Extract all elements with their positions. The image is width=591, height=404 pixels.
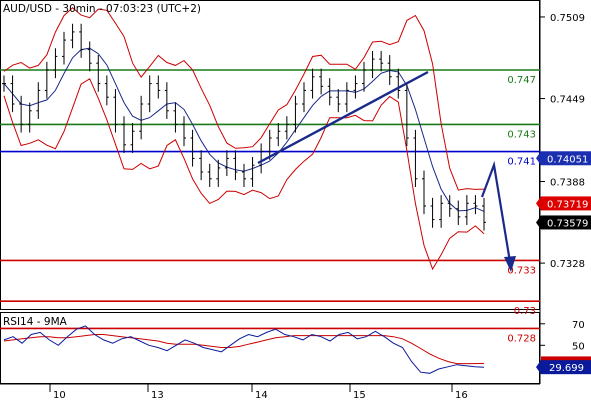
price-badge-label-0: 0.74051 <box>547 154 588 165</box>
bollinger-lower <box>3 78 485 271</box>
rsi-badge-label: 29.699 <box>549 363 584 374</box>
price-badge-2 <box>541 215 591 230</box>
time-tick-label-2: 14 <box>255 390 268 401</box>
price-badge-pointer-2 <box>536 215 541 230</box>
price-tick-label-0: 0.7509 <box>550 13 585 24</box>
time-tick-label-1: 13 <box>151 390 164 401</box>
rsi-ma-line <box>3 334 485 365</box>
level-label-0: 0.747 <box>507 75 536 86</box>
rsi-badge <box>541 360 591 375</box>
rsi-level-label-0: 70 <box>572 320 585 331</box>
price-badge-0 <box>541 151 591 166</box>
chart-title: AUD/USD - 30min - 07:03:23 (UTC+2) <box>3 3 201 15</box>
time-tick-label-4: 16 <box>455 390 468 401</box>
projection-path <box>480 160 513 269</box>
level-label-5: 0.728 <box>507 333 536 344</box>
price-badge-label-2: 0.73579 <box>547 218 588 229</box>
price-tick-label-2: 0.7388 <box>550 178 585 189</box>
level-label-4: 0.73 <box>514 306 536 317</box>
rsi-level-label-1: 50 <box>572 341 585 352</box>
level-label-2: 0.741 <box>507 157 536 168</box>
trend-line <box>257 70 429 165</box>
projection-arrow-head <box>504 256 516 272</box>
price-badge-1 <box>541 196 591 211</box>
price-badge-pointer-0 <box>536 151 541 166</box>
time-tick-label-3: 15 <box>353 390 366 401</box>
rsi-badge-pointer <box>536 360 541 375</box>
price-badge-label-1: 0.73719 <box>547 199 588 210</box>
rsi-title: RSI14 - 9MA <box>3 316 68 328</box>
rsi-line <box>3 325 485 374</box>
level-label-3: 0.733 <box>507 265 536 276</box>
bollinger-upper <box>3 7 485 191</box>
rsi-panel-frame <box>0 312 540 384</box>
time-tick-label-0: 10 <box>53 390 66 401</box>
level-label-1: 0.743 <box>507 129 536 140</box>
price-tick-label-3: 0.7328 <box>550 259 585 270</box>
price-badge-pointer-1 <box>536 196 541 211</box>
price-tick-label-1: 0.7449 <box>550 95 585 106</box>
